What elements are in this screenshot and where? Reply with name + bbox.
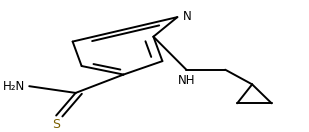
Text: H₂N: H₂N [3,80,25,93]
Text: S: S [52,118,60,131]
Text: N: N [183,10,192,23]
Text: NH: NH [178,74,195,87]
